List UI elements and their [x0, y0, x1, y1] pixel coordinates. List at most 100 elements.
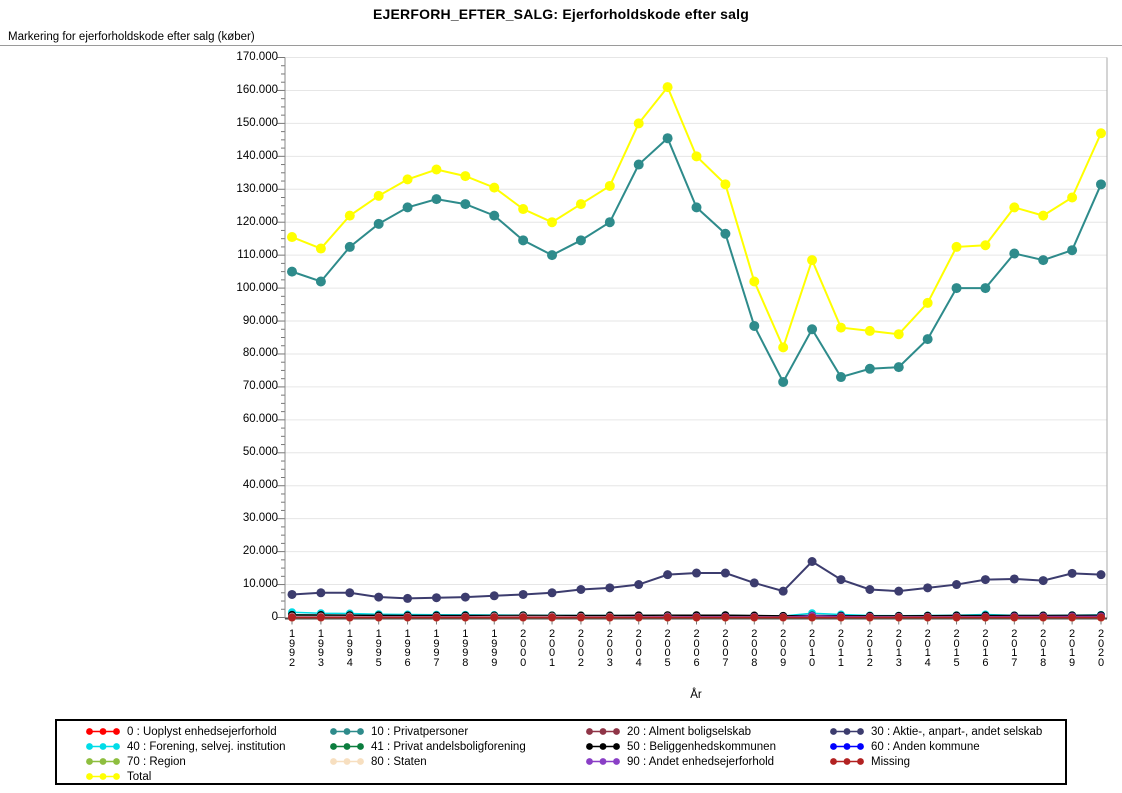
y-tick-label: 0 [271, 611, 278, 623]
data-point [893, 362, 904, 373]
data-point [374, 613, 383, 622]
data-point [923, 583, 933, 593]
data-point [490, 613, 499, 622]
y-tick-label: 90.000 [242, 314, 278, 327]
data-point [1067, 192, 1078, 203]
legend-item-label: 90 : Andet enhedsejerforhold [627, 755, 775, 768]
data-point [807, 324, 818, 335]
legend-marker-icon [86, 773, 120, 780]
legend-item-label: 80 : Staten [371, 755, 427, 768]
legend-item-label: 20 : Alment boligselskab [627, 725, 752, 738]
legend-item: 20 : Alment boligselskab [585, 725, 751, 738]
y-tick-label: 40.000 [242, 479, 278, 492]
data-point [1009, 574, 1019, 584]
x-axis-title: År [690, 689, 702, 701]
data-point [691, 151, 702, 162]
data-point [663, 570, 673, 580]
legend-item-label: 40 : Forening, selvej. institution [127, 740, 286, 753]
data-point [287, 266, 297, 277]
data-point [373, 190, 384, 201]
legend-marker-icon [586, 758, 620, 765]
data-point [691, 202, 702, 213]
y-axis-title: Markering for ejerforholdskode efter sal… [8, 31, 255, 43]
data-point [778, 586, 788, 596]
legend-marker-icon [830, 728, 864, 735]
legend-item-label: 50 : Beliggenhedskommunen [627, 740, 776, 753]
data-point [344, 241, 355, 252]
y-tick-label: 110.000 [237, 248, 278, 261]
data-point [634, 613, 643, 622]
legend-item: 60 : Anden kommune [829, 740, 980, 753]
data-point [547, 588, 557, 598]
data-point [633, 118, 644, 129]
legend-marker-icon [86, 743, 120, 750]
data-point [1096, 570, 1106, 580]
data-point [894, 586, 904, 596]
legend-item: 0 : Uoplyst enhedsejerforhold [85, 725, 277, 738]
data-point [402, 174, 413, 185]
data-point [518, 204, 529, 215]
data-point [316, 613, 325, 622]
y-tick-label: 50.000 [242, 446, 278, 459]
data-point [605, 613, 614, 622]
data-point [432, 613, 441, 622]
data-point [808, 613, 817, 622]
data-point [835, 322, 846, 333]
data-point [951, 241, 962, 252]
data-point [1096, 179, 1106, 190]
data-point [749, 578, 759, 588]
legend-marker-icon [830, 758, 864, 765]
data-point [604, 180, 615, 191]
data-point [1038, 255, 1049, 266]
data-point [980, 283, 991, 294]
data-point [634, 580, 644, 590]
legend-item-label: 0 : Uoplyst enhedsejerforhold [127, 725, 277, 738]
legend-item: Total [85, 770, 151, 783]
data-point [431, 593, 441, 603]
legend-marker-icon [830, 743, 864, 750]
y-tick-label: 160.000 [236, 83, 278, 96]
data-point [345, 613, 354, 622]
data-point [519, 613, 528, 622]
data-point [431, 194, 442, 205]
y-tick-label: 70.000 [242, 380, 278, 393]
data-point [373, 218, 384, 229]
legend-item-label: 10 : Privatpersoner [371, 725, 469, 738]
data-point [315, 243, 326, 254]
data-point [1039, 613, 1048, 622]
data-point [489, 182, 500, 193]
data-point [1097, 613, 1105, 622]
data-point [345, 588, 355, 598]
data-point [460, 199, 471, 210]
y-tick-label: 60.000 [242, 413, 278, 426]
title-divider [0, 45, 1122, 46]
data-point [489, 210, 500, 221]
data-point [403, 613, 412, 622]
data-point [952, 580, 962, 590]
data-point [778, 376, 789, 387]
data-point [720, 179, 731, 190]
series-line [291, 85, 1102, 351]
legend-item: 40 : Forening, selvej. institution [85, 740, 286, 753]
data-point [864, 363, 875, 374]
data-point [807, 557, 817, 566]
data-point [1038, 210, 1049, 221]
y-tick-label: 150.000 [236, 116, 278, 129]
series-line [291, 560, 1102, 600]
data-point [576, 585, 586, 594]
data-point [460, 592, 470, 602]
data-point [779, 613, 788, 622]
data-point [460, 171, 471, 182]
data-point [721, 613, 730, 622]
data-point [807, 255, 818, 266]
